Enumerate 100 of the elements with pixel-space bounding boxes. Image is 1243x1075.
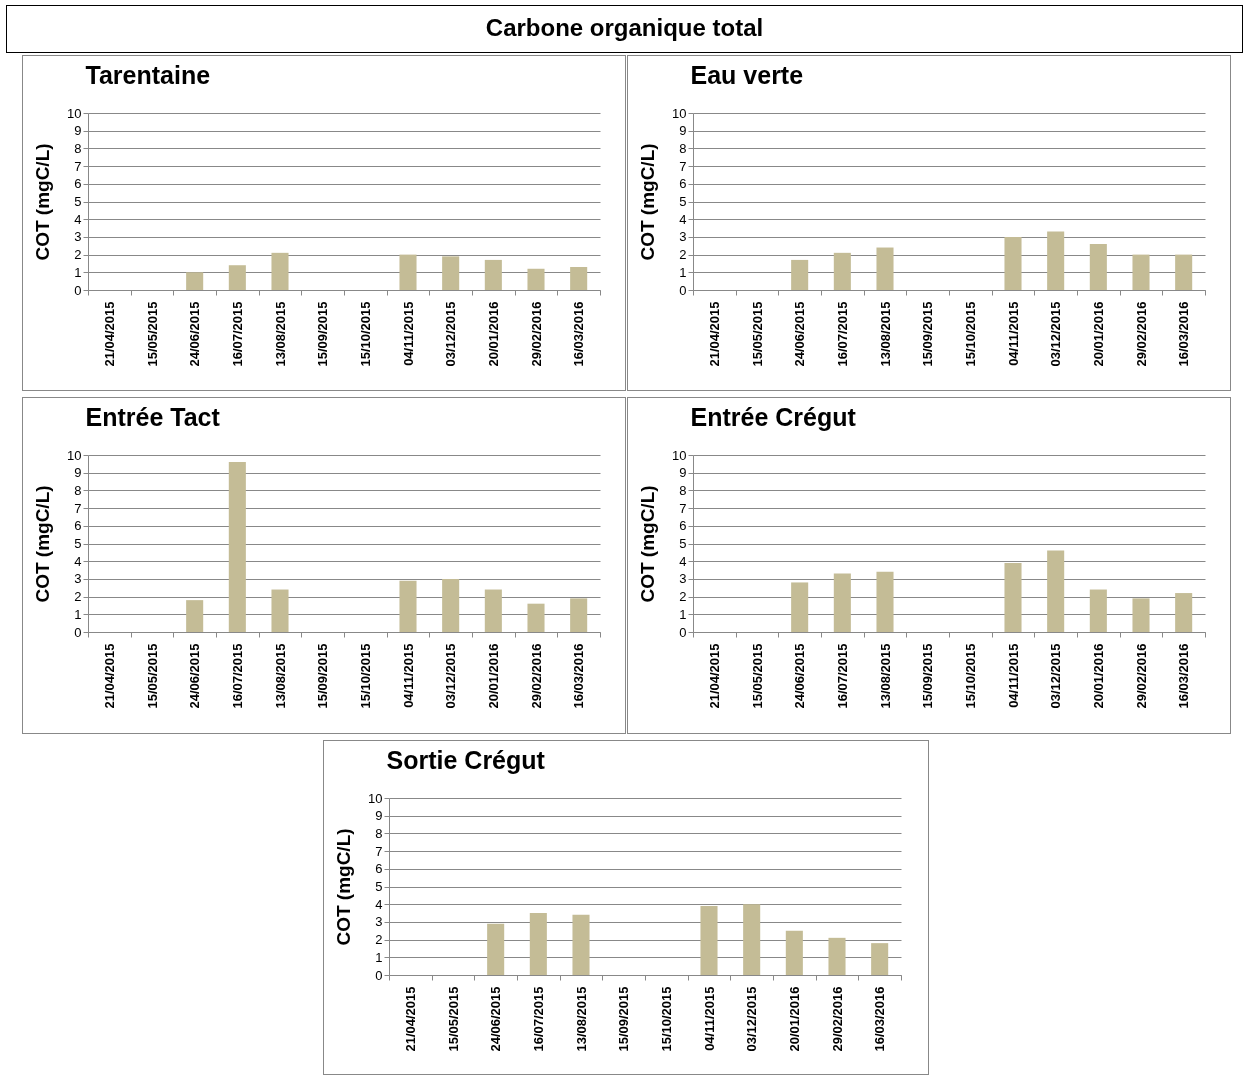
x-tick-label: 15/09/2015 [920,301,936,367]
bar [1175,254,1193,290]
x-tick-label: 04/11/2015 [400,301,416,366]
x-tick-label: 16/07/2015 [229,301,245,367]
x-tick-label: 15/10/2015 [357,643,373,709]
x-tick-label: 16/03/2016 [571,643,587,709]
bar [1047,231,1065,290]
y-tick-label: 7 [679,500,687,516]
x-tick-label: 04/11/2015 [400,643,416,708]
x-tick-label: 24/06/2015 [187,301,203,367]
y-tick-label: 4 [679,211,687,227]
y-tick-label: 2 [74,589,82,605]
chart-title: Sortie Crégut [386,746,546,774]
bar [271,589,289,632]
x-tick-label: 03/12/2015 [443,643,459,709]
y-tick-label: 5 [679,536,687,551]
x-tick-label: 15/05/2015 [749,643,765,709]
y-tick-label: 10 [672,447,687,463]
x-tick-label: 16/07/2015 [834,643,850,709]
y-tick-label: 4 [74,553,82,569]
bar [1004,236,1022,290]
bar [484,589,502,632]
bar [1132,598,1150,632]
y-tick-label: 8 [679,482,687,498]
y-tick-label: 2 [679,247,687,263]
x-tick-label: 15/09/2015 [315,643,331,709]
x-tick-label: 29/02/2016 [528,643,544,709]
y-tick-label: 3 [679,571,687,587]
y-tick-label: 10 [672,105,687,121]
y-tick-label: 10 [67,105,82,121]
x-tick-label: 03/12/2015 [1048,301,1064,367]
y-tick-label: 8 [679,140,687,156]
x-tick-label: 04/11/2015 [1005,301,1021,366]
chart-title: Entrée Tact [85,403,221,431]
y-tick-label: 1 [679,606,687,622]
y-axis-title: COT (mgC/L) [32,485,54,603]
bar [527,603,545,632]
x-tick-label: 03/12/2015 [443,301,459,367]
bar [527,268,545,290]
bar [791,582,809,632]
x-tick-label: 03/12/2015 [1048,643,1064,709]
y-axis-title: COT (mgC/L) [637,143,659,261]
x-tick-label: 21/04/2015 [706,301,722,367]
bar [484,259,502,290]
bar [833,252,851,290]
x-tick-label: 15/09/2015 [315,301,331,367]
x-tick-label: 04/11/2015 [701,986,717,1051]
x-tick-label: 16/03/2016 [872,986,888,1052]
x-tick-label: 13/08/2015 [573,986,589,1052]
x-tick-label: 20/01/2016 [786,986,802,1052]
y-tick-label: 0 [679,624,687,640]
bar [442,256,460,290]
y-tick-label: 7 [74,500,82,516]
x-tick-label: 29/02/2016 [829,986,845,1052]
x-tick-label: 20/01/2016 [1090,643,1106,709]
bar [828,937,846,975]
y-tick-label: 1 [74,606,82,622]
x-tick-label: 20/01/2016 [485,643,501,709]
chart-title: Eau verte [690,61,804,89]
y-tick-label: 1 [375,949,383,965]
bar [529,913,547,975]
x-tick-label: 24/06/2015 [488,986,504,1052]
y-tick-label: 0 [74,282,82,298]
y-tick-label: 7 [375,843,383,859]
y-tick-label: 0 [679,282,687,298]
x-tick-label: 15/10/2015 [962,643,978,709]
y-tick-label: 10 [368,790,383,806]
y-tick-label: 6 [679,518,687,534]
x-tick-label: 21/04/2015 [402,986,418,1052]
y-tick-label: 8 [74,140,82,156]
y-tick-label: 3 [679,229,687,245]
x-tick-label: 24/06/2015 [792,301,808,367]
x-tick-label: 15/05/2015 [144,643,160,709]
y-tick-label: 2 [74,247,82,263]
text: Carbone organique total [6,5,1243,53]
x-tick-label: 13/08/2015 [272,301,288,367]
y-tick-label: 9 [679,465,687,481]
x-tick-label: 16/03/2016 [1176,643,1192,709]
bar [271,252,289,290]
bar [1047,550,1065,632]
bar [228,462,246,632]
bar [876,571,894,632]
bar [442,578,460,632]
y-tick-label: 8 [74,482,82,498]
y-tick-label: 0 [375,967,383,983]
x-tick-label: 15/09/2015 [616,986,632,1052]
y-tick-label: 9 [74,465,82,481]
x-tick-label: 29/02/2016 [1133,643,1149,709]
x-tick-label: 29/02/2016 [528,301,544,367]
x-tick-label: 16/07/2015 [229,643,245,709]
y-tick-label: 2 [679,589,687,605]
x-tick-label: 29/02/2016 [1133,301,1149,367]
x-tick-label: 15/10/2015 [357,301,373,367]
bar [487,923,505,975]
x-tick-label: 15/10/2015 [962,301,978,367]
y-axis-title: COT (mgC/L) [32,143,54,261]
x-tick-label: 16/03/2016 [1176,301,1192,367]
x-tick-label: 20/01/2016 [1090,301,1106,367]
bar [1004,562,1022,632]
y-axis-title: COT (mgC/L) [637,485,659,603]
